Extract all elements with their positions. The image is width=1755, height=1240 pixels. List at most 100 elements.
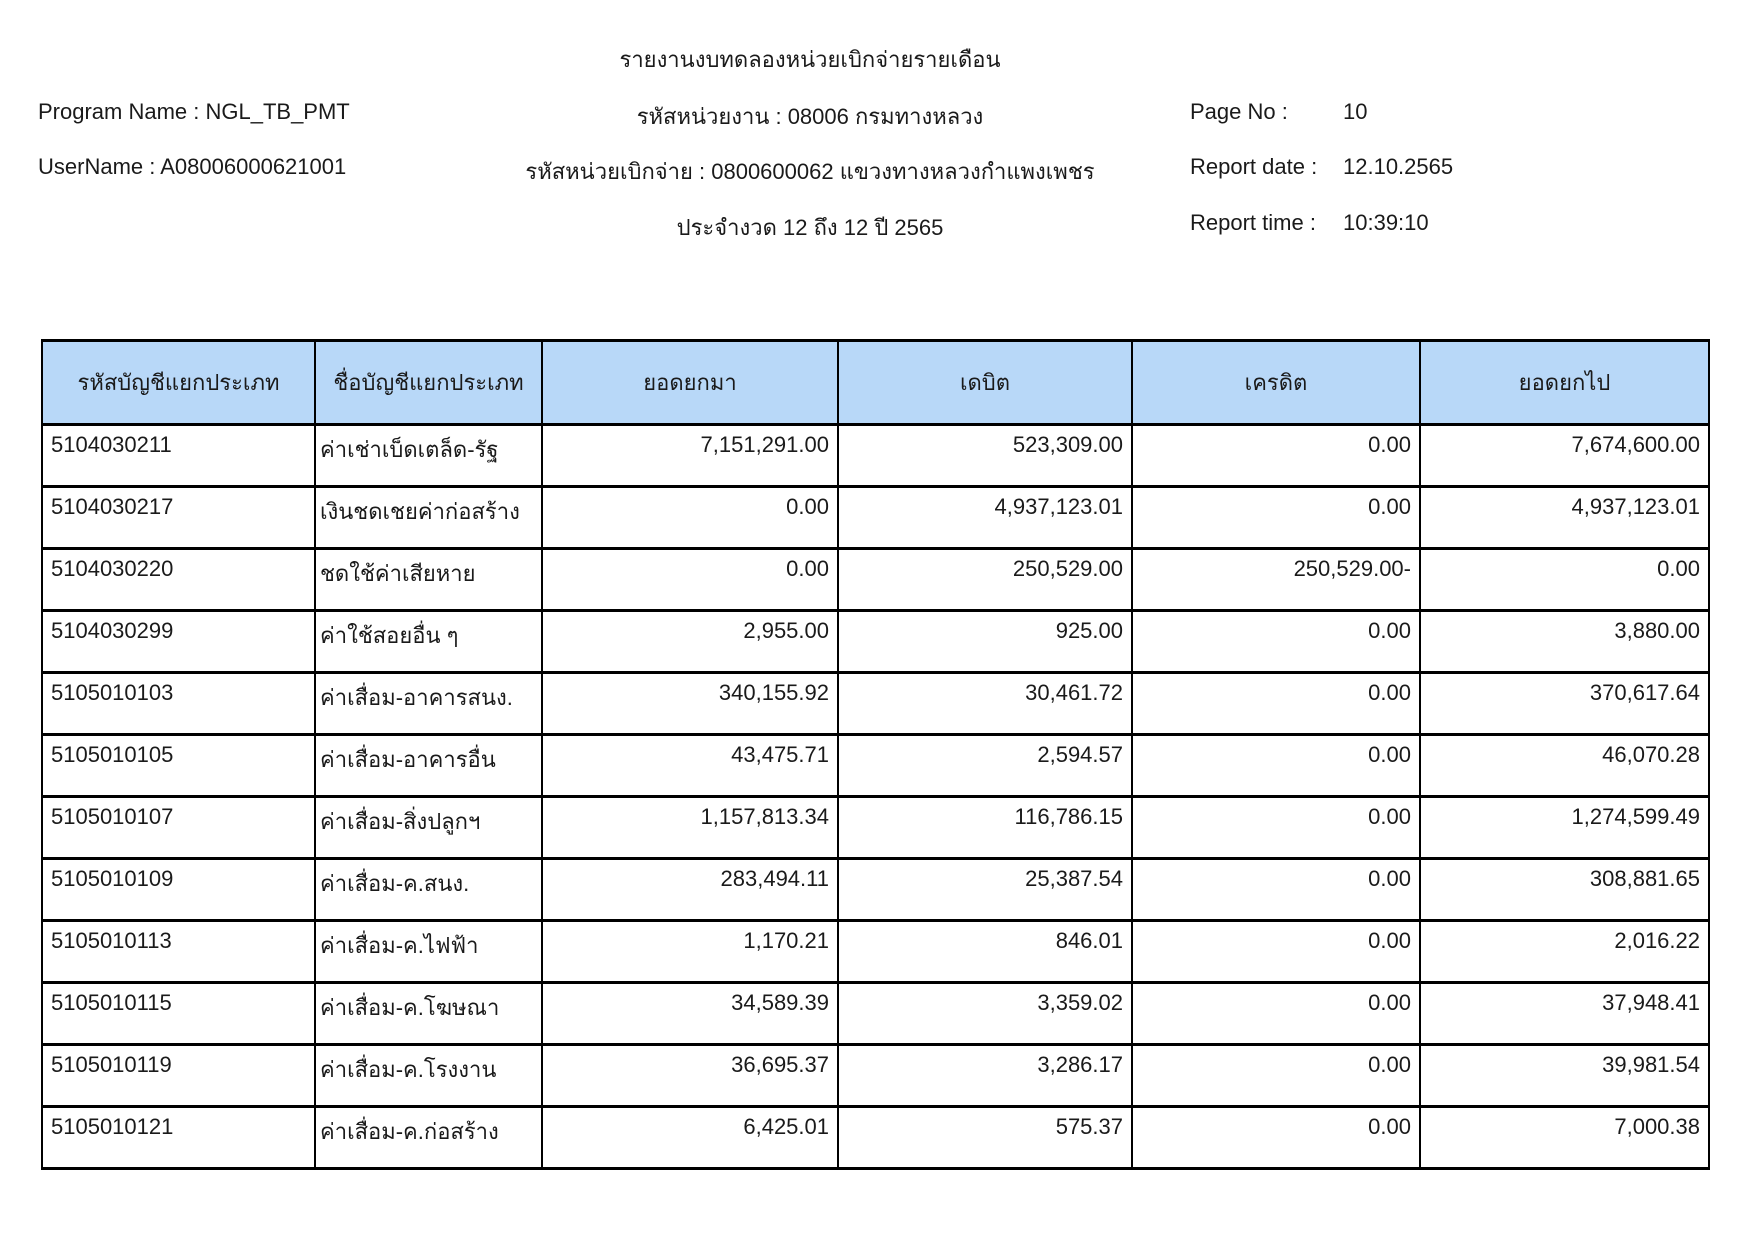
carried-forward-cell: 4,937,123.01 (1419, 485, 1710, 550)
credit-cell: 0.00 (1131, 1105, 1421, 1170)
carried-forward-cell: 0.00 (1419, 547, 1710, 612)
brought-forward-cell: 0.00 (541, 547, 839, 612)
report-date-value: 12.10.2565 (1343, 154, 1454, 179)
credit-cell: 0.00 (1131, 857, 1421, 922)
account-name-cell: ค่าเสื่อม-ค.สนง. (314, 857, 543, 922)
table-row: 5105010115 ค่าเสื่อม-ค.โฆษณา 34,589.39 3… (41, 981, 1710, 1046)
trial-balance-table: รหัสบัญชีแยกประเภท ชื่อบัญชีแยกประเภท ยอ… (41, 339, 1710, 1170)
report-time-label: Report time : (1190, 210, 1316, 235)
account-code-cell: 5105010105 (41, 733, 316, 798)
account-code-cell: 5104030217 (41, 485, 316, 550)
credit-cell: 0.00 (1131, 981, 1421, 1046)
period-line: ประจำงวด 12 ถึง 12 ปี 2565 (676, 215, 944, 240)
account-name-cell: ค่าใช้สอยอื่น ๆ (314, 609, 543, 674)
credit-cell: 0.00 (1131, 733, 1421, 798)
account-name-cell: ค่าเสื่อม-ค.โฆษณา (314, 981, 543, 1046)
program-name-line: Program Name : NGL_TB_PMT (38, 99, 350, 124)
account-code-cell: 5105010115 (41, 981, 316, 1046)
brought-forward-cell: 34,589.39 (541, 981, 839, 1046)
header-account-code: รหัสบัญชีแยกประเภท (41, 339, 316, 426)
carried-forward-cell: 46,070.28 (1419, 733, 1710, 798)
debit-cell: 523,309.00 (837, 423, 1133, 488)
debit-cell: 2,594.57 (837, 733, 1133, 798)
brought-forward-cell: 0.00 (541, 485, 839, 550)
debit-cell: 4,937,123.01 (837, 485, 1133, 550)
table-row: 5105010103 ค่าเสื่อม-อาคารสนง. 340,155.9… (41, 671, 1710, 736)
account-code-cell: 5105010109 (41, 857, 316, 922)
table-header-row: รหัสบัญชีแยกประเภท ชื่อบัญชีแยกประเภท ยอ… (41, 339, 1710, 426)
header-credit: เครดิต (1131, 339, 1421, 426)
disburse-code-line: รหัสหน่วยเบิกจ่าย : 0800600062 แขวงทางหล… (525, 159, 1095, 184)
account-code-cell: 5105010107 (41, 795, 316, 860)
account-name-cell: ค่าเสื่อม-สิ่งปลูกฯ (314, 795, 543, 860)
report-date-label: Report date : (1190, 154, 1318, 179)
header-account-name: ชื่อบัญชีแยกประเภท (314, 339, 543, 426)
report-title: รายงานงบทดลองหน่วยเบิกจ่ายรายเดือน (619, 47, 1001, 72)
brought-forward-cell: 43,475.71 (541, 733, 839, 798)
brought-forward-cell: 2,955.00 (541, 609, 839, 674)
carried-forward-cell: 37,948.41 (1419, 981, 1710, 1046)
credit-cell: 0.00 (1131, 671, 1421, 736)
account-name-cell: เงินชดเชยค่าก่อสร้าง (314, 485, 543, 550)
table-row: 5104030299 ค่าใช้สอยอื่น ๆ 2,955.00 925.… (41, 609, 1710, 674)
table-row: 5105010121 ค่าเสื่อม-ค.ก่อสร้าง 6,425.01… (41, 1105, 1710, 1170)
carried-forward-cell: 2,016.22 (1419, 919, 1710, 984)
account-name-cell: ชดใช้ค่าเสียหาย (314, 547, 543, 612)
user-name-line: UserName : A08006000621001 (38, 154, 347, 179)
account-name-cell: ค่าเสื่อม-อาคารอื่น (314, 733, 543, 798)
brought-forward-cell: 340,155.92 (541, 671, 839, 736)
header-debit: เดบิต (837, 339, 1133, 426)
credit-cell: 0.00 (1131, 919, 1421, 984)
brought-forward-cell: 36,695.37 (541, 1043, 839, 1108)
account-code-cell: 5105010119 (41, 1043, 316, 1108)
credit-cell: 250,529.00- (1131, 547, 1421, 612)
table-body: 5104030211 ค่าเช่าเบ็ดเตล็ด-รัฐ 7,151,29… (41, 423, 1710, 1170)
header-carried-forward: ยอดยกไป (1419, 339, 1710, 426)
debit-cell: 575.37 (837, 1105, 1133, 1170)
table-row: 5105010107 ค่าเสื่อม-สิ่งปลูกฯ 1,157,813… (41, 795, 1710, 860)
carried-forward-cell: 7,000.38 (1419, 1105, 1710, 1170)
page-no-label: Page No : (1190, 99, 1288, 124)
carried-forward-cell: 1,274,599.49 (1419, 795, 1710, 860)
carried-forward-cell: 39,981.54 (1419, 1043, 1710, 1108)
credit-cell: 0.00 (1131, 423, 1421, 488)
debit-cell: 250,529.00 (837, 547, 1133, 612)
org-code-line: รหัสหน่วยงาน : 08006 กรมทางหลวง (636, 104, 984, 129)
brought-forward-cell: 1,157,813.34 (541, 795, 839, 860)
account-code-cell: 5105010103 (41, 671, 316, 736)
table-row: 5104030217 เงินชดเชยค่าก่อสร้าง 0.00 4,9… (41, 485, 1710, 550)
brought-forward-cell: 6,425.01 (541, 1105, 839, 1170)
carried-forward-cell: 308,881.65 (1419, 857, 1710, 922)
account-code-cell: 5104030299 (41, 609, 316, 674)
account-name-cell: ค่าเสื่อม-ค.ไฟฟ้า (314, 919, 543, 984)
credit-cell: 0.00 (1131, 485, 1421, 550)
debit-cell: 3,286.17 (837, 1043, 1133, 1108)
account-code-cell: 5105010121 (41, 1105, 316, 1170)
credit-cell: 0.00 (1131, 795, 1421, 860)
credit-cell: 0.00 (1131, 609, 1421, 674)
table-row: 5105010119 ค่าเสื่อม-ค.โรงงาน 36,695.37 … (41, 1043, 1710, 1108)
table-row: 5105010109 ค่าเสื่อม-ค.สนง. 283,494.11 2… (41, 857, 1710, 922)
debit-cell: 25,387.54 (837, 857, 1133, 922)
account-code-cell: 5105010113 (41, 919, 316, 984)
carried-forward-cell: 3,880.00 (1419, 609, 1710, 674)
carried-forward-cell: 370,617.64 (1419, 671, 1710, 736)
brought-forward-cell: 7,151,291.00 (541, 423, 839, 488)
account-name-cell: ค่าเสื่อม-อาคารสนง. (314, 671, 543, 736)
table-row: 5104030211 ค่าเช่าเบ็ดเตล็ด-รัฐ 7,151,29… (41, 423, 1710, 488)
account-code-cell: 5104030211 (41, 423, 316, 488)
table-row: 5105010113 ค่าเสื่อม-ค.ไฟฟ้า 1,170.21 84… (41, 919, 1710, 984)
account-code-cell: 5104030220 (41, 547, 316, 612)
debit-cell: 3,359.02 (837, 981, 1133, 1046)
account-name-cell: ค่าเสื่อม-ค.โรงงาน (314, 1043, 543, 1108)
debit-cell: 30,461.72 (837, 671, 1133, 736)
brought-forward-cell: 283,494.11 (541, 857, 839, 922)
debit-cell: 116,786.15 (837, 795, 1133, 860)
debit-cell: 925.00 (837, 609, 1133, 674)
report-time-value: 10:39:10 (1343, 210, 1429, 235)
account-name-cell: ค่าเสื่อม-ค.ก่อสร้าง (314, 1105, 543, 1170)
brought-forward-cell: 1,170.21 (541, 919, 839, 984)
table-row: 5105010105 ค่าเสื่อม-อาคารอื่น 43,475.71… (41, 733, 1710, 798)
table-row: 5104030220 ชดใช้ค่าเสียหาย 0.00 250,529.… (41, 547, 1710, 612)
